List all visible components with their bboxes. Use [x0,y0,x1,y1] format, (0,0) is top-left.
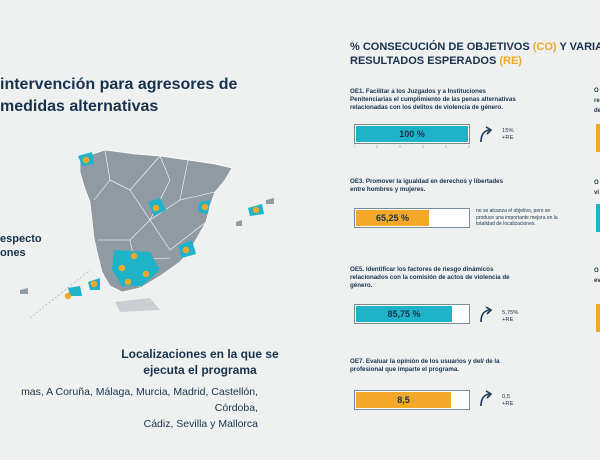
island-ibiza [236,220,242,226]
canary-island-2 [68,286,82,296]
oe1-desc-line-2: Penitenciarias el cumplimiento de las pe… [350,96,516,103]
oe3-note-line-3: totalidad de localizaciones. [476,221,536,227]
oe1-delta: 15% +RE [502,128,514,142]
dot-malaga [142,270,150,278]
dot-castellon [201,203,209,211]
heading-re-prefix: RESULTADOS ESPERADOS [350,55,500,67]
ceuta-shape [115,298,160,312]
canary-divider [29,269,91,319]
canary-island-1 [20,288,28,294]
oe5-delta-value: 5,75% [502,310,519,316]
oe7-desc-line-1: OE7. Evaluar la opinión de los usuarios … [350,358,500,365]
oe1-progress-value: 100 % [399,129,425,139]
locations-line-2: Cádiz, Sevilla y Mallorca [143,418,258,430]
oe5-delta: 5,75% +RE [502,310,518,324]
dot-canarias [64,292,72,300]
island-menorca [266,198,274,204]
edge-label-2: re [594,98,600,104]
edge-bar-teal-1 [596,204,600,232]
locations-heading-line-2: ejecuta el programa [143,363,257,377]
edge-label-6: O [594,268,599,274]
locations-list: mas, A Coruña, Málaga, Murcia, Madrid, C… [0,384,258,432]
infographic-title: intervención para agresores de medidas a… [0,74,300,118]
oe1-desc-line-3: relacionadas con los delitos de violenci… [350,104,504,111]
objective-oe7-description: OE7. Evaluar la opinión de los usuarios … [350,358,590,374]
locations-heading: Localizaciones en la que se ejecuta el p… [110,346,290,378]
heading-suffix: Y VARIACIÓ [559,41,600,53]
oe1-delta-label: +RE [502,135,514,141]
oe1-progress-bar: 100 % [354,124,470,144]
oe7-progress-bar: 8,5 [354,390,470,410]
spain-map [20,149,274,319]
objective-oe7: OE7. Evaluar la opinión de los usuarios … [350,358,590,428]
oe1-delta-value: 15% [502,128,514,134]
oe5-delta-label: +RE [502,317,514,323]
edge-label-3: de [594,108,600,114]
oe3-desc-line-2: entre hombres y mujeres. [350,186,426,193]
dot-sevilla [118,264,126,272]
objectives-heading-line-1: % CONSECUCIÓN DE OBJETIVOS (CO) Y VARIAC… [350,40,600,54]
oe7-desc-line-2: profesional que imparte el programa. [350,366,459,373]
oe5-desc-line-3: género. [350,282,373,289]
dot-cordoba [130,252,138,260]
dot-a-coruna [82,156,90,164]
oe7-delta-label: +RE [502,401,514,407]
dot-madrid [152,204,160,212]
oe7-progress-fill [356,392,451,408]
oe7-delta: 0,5 +RE [502,394,513,408]
edge-label-5: vi [594,190,600,196]
oe5-desc-line-1: OE5. Identificar los factores de riesgo … [350,266,494,273]
edge-label-4: O [594,180,599,186]
objective-oe3-description: OE3. Promover la igualdad en derechos y … [350,178,590,194]
objectives-heading-line-2: RESULTADOS ESPERADOS (RE) [350,54,600,68]
locations-line-1: mas, A Coruña, Málaga, Murcia, Madrid, C… [21,386,258,414]
heading-co: (CO) [532,41,557,53]
oe5-progress-bar: 85,75 % [354,304,470,324]
oe3-desc-line-1: OE3. Promover la igualdad en derechos y … [350,178,504,185]
edge-bar-orange-2 [596,304,600,332]
side-caption-line-2: ones [0,247,26,259]
dot-las-palmas [90,280,98,288]
objective-oe5-description: OE5. Identificar los factores de riesgo … [350,266,590,290]
dot-cadiz [124,278,132,286]
objectives-heading: % CONSECUCIÓN DE OBJETIVOS (CO) Y VARIAC… [350,40,600,68]
objective-oe5: OE5. Identificar los factores de riesgo … [350,266,590,342]
dot-murcia [182,246,190,254]
objective-oe1-description: OE1. Facilitar a los Juzgados y a Instit… [350,88,590,112]
oe5-up-arrow-icon [480,306,493,323]
heading-prefix: % CONSECUCIÓN DE OBJETIVOS [350,41,533,53]
oe5-progress-value: 85,75 % [387,309,421,319]
heading-re: (RE) [499,55,522,67]
oe7-delta-value: 0,5 [502,394,511,400]
title-line-1: intervención para agresores de [0,76,238,93]
oe3-progress-value: 65,25 % [375,213,410,223]
oe1-scale-ticks [354,145,470,148]
dot-mallorca [252,206,260,214]
oe3-note-line-1: no se alcanza el objetivo, pero se [476,208,551,214]
oe3-note-line-2: produce una importante mejora en la [476,214,558,221]
side-caption-line-1: especto [0,233,42,245]
oe1-desc-line-1: OE1. Facilitar a los Juzgados y a Instit… [350,88,486,95]
oe7-up-arrow-icon [480,390,493,407]
location-dots [64,156,260,300]
side-caption: especto ones [0,232,42,260]
objective-oe1: OE1. Facilitar a los Juzgados y a Instit… [350,88,590,158]
oe3-progress-bar: 65,25 % [354,208,470,228]
edge-bar-orange-1 [596,124,600,152]
edge-label-7: ev [594,278,600,284]
oe5-desc-line-2: relacionados con la comisión de actos de… [350,274,510,281]
oe5-progress-fill [356,306,452,322]
oe1-progress-fill [356,126,468,142]
edge-label-1: O [594,88,599,94]
oe3-progress-fill [356,210,429,226]
oe1-up-arrow-icon [480,126,493,143]
title-line-2: medidas alternativas [0,98,159,115]
objective-oe3: OE3. Promover la igualdad en derechos y … [350,178,590,248]
highlight-andalucia [112,250,160,286]
locations-heading-line-1: Localizaciones en la que se [121,347,279,361]
oe7-progress-value: 8,5 [397,395,410,405]
oe3-note: no se alcanza el objetivo, pero se produ… [476,208,586,228]
